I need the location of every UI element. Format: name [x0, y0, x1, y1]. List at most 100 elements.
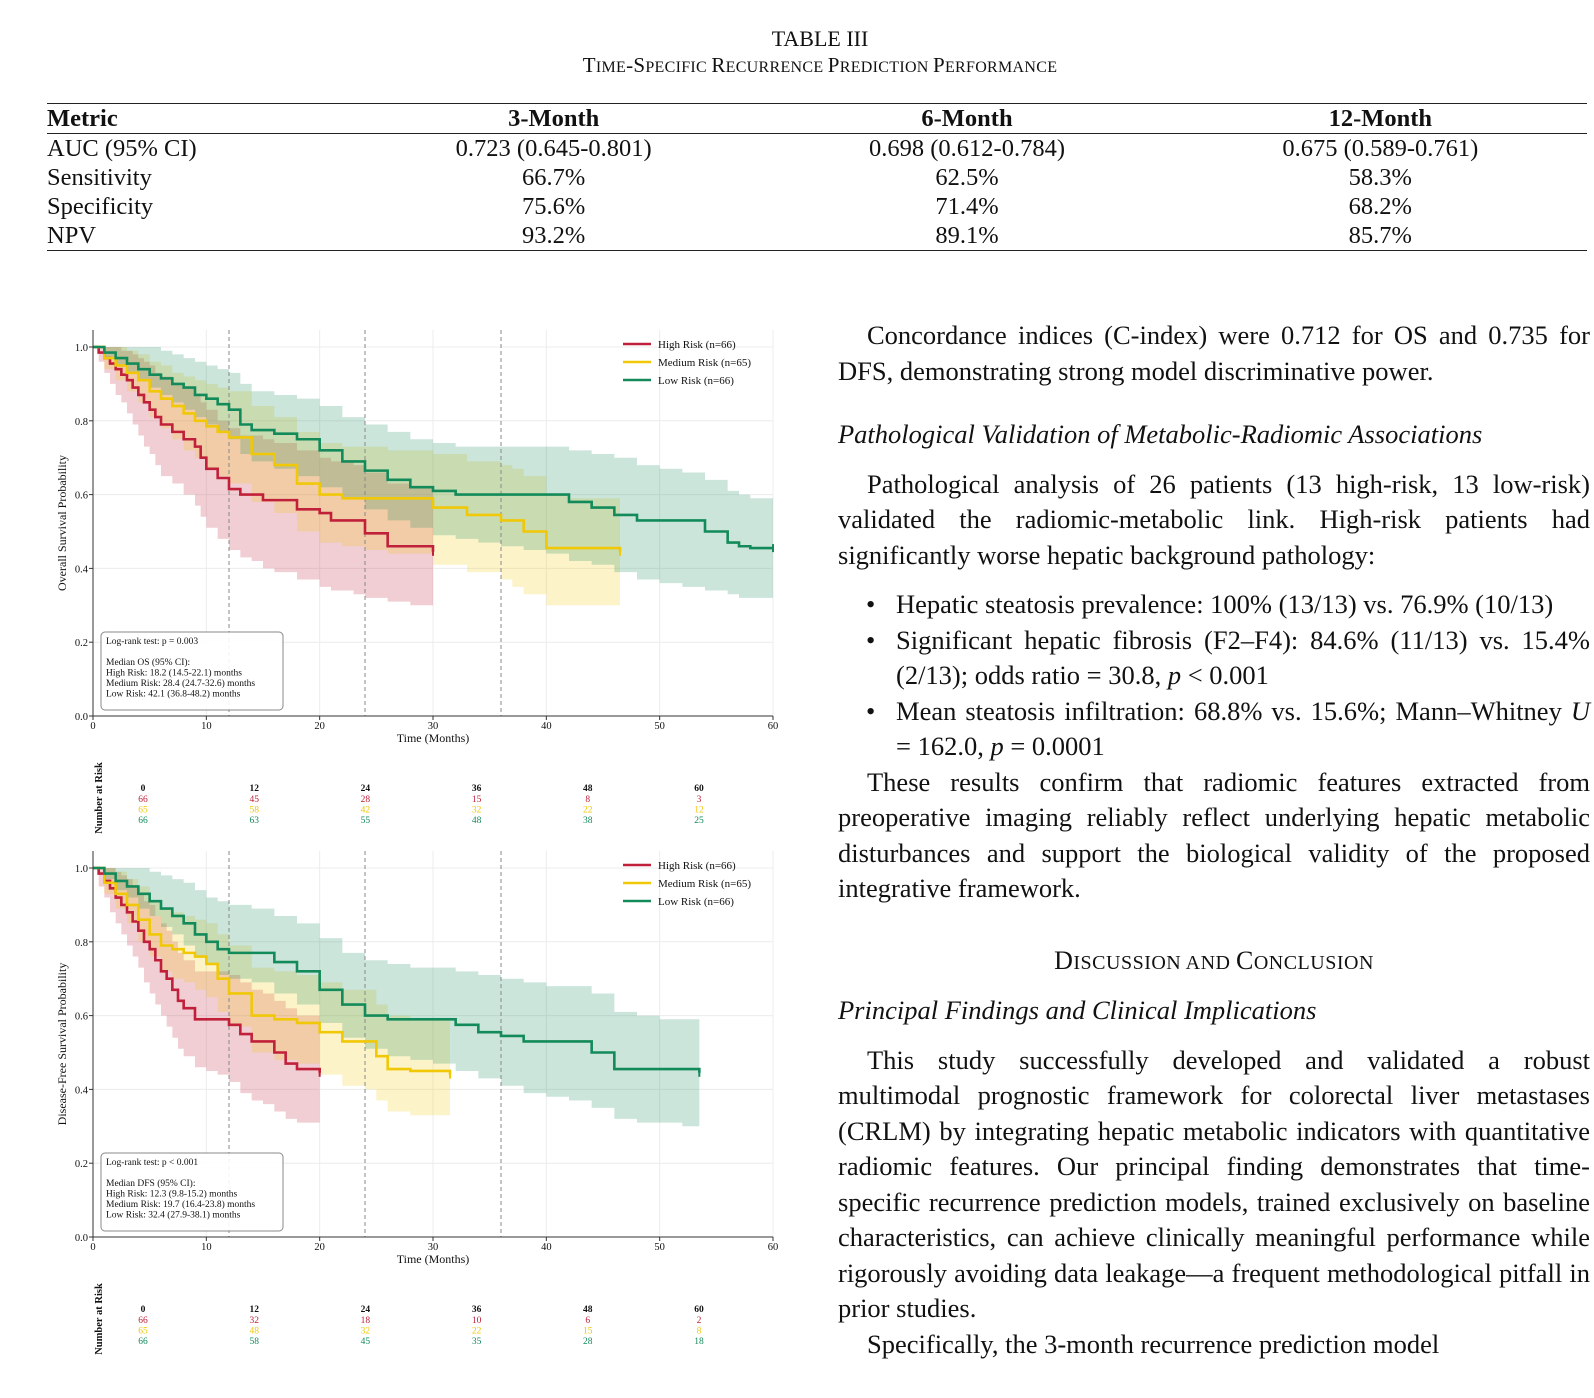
- y-tick-label: 0.0: [75, 712, 88, 723]
- findings-list: Hepatic steatosis prevalence: 100% (13/1…: [838, 587, 1590, 765]
- table-cell: 66.7%: [522, 164, 586, 191]
- risk-count: 18: [694, 1337, 704, 1347]
- risk-count: 45: [361, 1337, 371, 1347]
- y-tick-label: 1.0: [75, 343, 88, 354]
- risk-count: 15: [472, 795, 482, 805]
- risk-count: 32: [249, 1316, 259, 1326]
- stats-line: Low Risk: 32.4 (27.9-38.1) months: [106, 1210, 241, 1221]
- y-axis-label: Disease-Free Survival Probability: [55, 963, 69, 1126]
- y-tick-label: 0.6: [75, 491, 88, 502]
- caption-smallcaps: PECIFIC: [645, 59, 712, 76]
- risk-count: 65: [138, 1327, 148, 1337]
- x-tick-label: 60: [768, 721, 779, 732]
- paragraph-specifically: Specifically, the 3-month recurrence pre…: [867, 1328, 1440, 1359]
- legend-entry: Low Risk (n=66): [658, 896, 734, 908]
- x-tick-label: 40: [541, 721, 552, 732]
- survival-curve: [93, 866, 701, 1073]
- table-cell: 62.5%: [935, 164, 999, 191]
- table-cell: 0.723 (0.645-0.801): [455, 135, 652, 162]
- table-cell: 0.698 (0.612-0.784): [869, 135, 1065, 162]
- survival-curve: [93, 866, 452, 1075]
- risk-table-label: Number at Risk: [94, 762, 105, 834]
- table-cell: Sensitivity: [47, 164, 152, 191]
- x-tick-label: 50: [654, 1242, 665, 1253]
- risk-count: 15: [583, 1327, 593, 1337]
- table-cell: 75.6%: [522, 193, 586, 220]
- list-item: Mean steatosis infiltration: 68.8% vs. 1…: [866, 694, 1590, 765]
- y-tick-label: 0.2: [75, 1159, 88, 1170]
- risk-count: 12: [694, 806, 704, 816]
- risk-time-label: 48: [583, 784, 593, 794]
- confidence-band: [93, 868, 700, 1127]
- list-item: Significant hepatic fibrosis (F2–F4): 84…: [866, 623, 1590, 694]
- table-cell: 85.7%: [1348, 222, 1412, 249]
- list-item: Hepatic steatosis prevalence: 100% (13/1…: [866, 587, 1590, 623]
- risk-count: 42: [361, 806, 371, 816]
- x-tick-label: 30: [428, 721, 439, 732]
- x-tick-label: 20: [314, 1242, 325, 1253]
- x-tick-label: 60: [768, 1242, 779, 1253]
- x-tick-label: 0: [90, 721, 95, 732]
- table-cell: 0.675 (0.589-0.761): [1282, 135, 1479, 162]
- x-tick-label: 10: [201, 1242, 212, 1253]
- paragraph-pathological: Pathological analysis of 26 patients (13…: [838, 468, 1590, 570]
- caption-cap: P: [932, 53, 945, 77]
- paragraph-principal-findings: This study successfully developed and va…: [838, 1044, 1590, 1324]
- risk-count: 48: [249, 1327, 259, 1337]
- risk-count: 45: [249, 795, 259, 805]
- legend-entry: Low Risk (n=66): [658, 375, 734, 387]
- risk-table-label: Number at Risk: [94, 1283, 105, 1355]
- table-cell: 93.2%: [522, 222, 586, 249]
- risk-time-label: 60: [694, 1305, 704, 1315]
- stats-line: Log-rank test: p < 0.001: [106, 1158, 198, 1168]
- column-header: 3-Month: [508, 105, 600, 132]
- risk-count: 28: [583, 1337, 593, 1347]
- risk-time-label: 12: [249, 1305, 259, 1315]
- y-tick-label: 0.2: [75, 638, 88, 649]
- risk-count: 25: [694, 816, 704, 826]
- risk-time-label: 24: [361, 784, 371, 794]
- risk-count: 6: [585, 1316, 590, 1326]
- section-cap: C: [1235, 945, 1254, 975]
- confidence-band: [93, 347, 433, 606]
- x-axis-label: Time (Months): [397, 1252, 470, 1266]
- y-tick-label: 0.8: [75, 938, 88, 949]
- risk-time-label: 12: [249, 784, 259, 794]
- table-header-row: Metric 3-Month 6-Month 12-Month: [47, 103, 1587, 134]
- risk-count: 66: [138, 1337, 148, 1347]
- stats-line: Medium Risk: 19.7 (16.4-23.8) months: [106, 1199, 255, 1210]
- risk-count: 28: [361, 795, 371, 805]
- x-tick-label: 40: [541, 1242, 552, 1253]
- subsection-heading-pathological: Pathological Validation of Metabolic-Rad…: [838, 419, 1483, 449]
- risk-time-label: 36: [472, 784, 482, 794]
- y-tick-label: 0.4: [75, 564, 89, 575]
- table-cell: 71.4%: [935, 193, 999, 220]
- risk-time-label: 0: [141, 784, 146, 794]
- x-tick-label: 30: [428, 1242, 439, 1253]
- survival-curve: [93, 866, 321, 1073]
- risk-time-label: 24: [361, 1305, 371, 1315]
- risk-count: 66: [138, 795, 148, 805]
- section-smallcaps: ISCUSSION AND: [1073, 951, 1236, 974]
- table-cell: 58.3%: [1348, 164, 1412, 191]
- table-row: Specificity 75.6% 71.4% 68.2%: [47, 192, 1587, 221]
- x-tick-label: 10: [201, 721, 212, 732]
- paragraph-confirmation: These results confirm that radiomic feat…: [838, 766, 1590, 904]
- risk-count: 2: [697, 1316, 702, 1326]
- table-row: NPV 93.2% 89.1% 85.7%: [47, 221, 1587, 251]
- stats-box: [100, 1152, 284, 1232]
- performance-table: Metric 3-Month 6-Month 12-Month AUC (95% CI…: [47, 103, 1587, 251]
- risk-count: 10: [472, 1316, 482, 1326]
- stats-line: High Risk: 12.3 (9.8-15.2) months: [106, 1189, 237, 1200]
- caption-smallcaps: ECURRENCE: [725, 59, 828, 76]
- confidence-band: [93, 347, 773, 598]
- risk-count: 63: [249, 816, 259, 826]
- table-row: Sensitivity 66.7% 62.5% 58.3%: [47, 163, 1587, 192]
- x-tick-label: 0: [90, 1242, 95, 1253]
- confidence-band: [93, 347, 620, 606]
- section-cap: D: [1054, 945, 1074, 975]
- risk-count: 58: [249, 806, 259, 816]
- risk-time-label: 36: [472, 1305, 482, 1315]
- risk-count: 35: [472, 1337, 482, 1347]
